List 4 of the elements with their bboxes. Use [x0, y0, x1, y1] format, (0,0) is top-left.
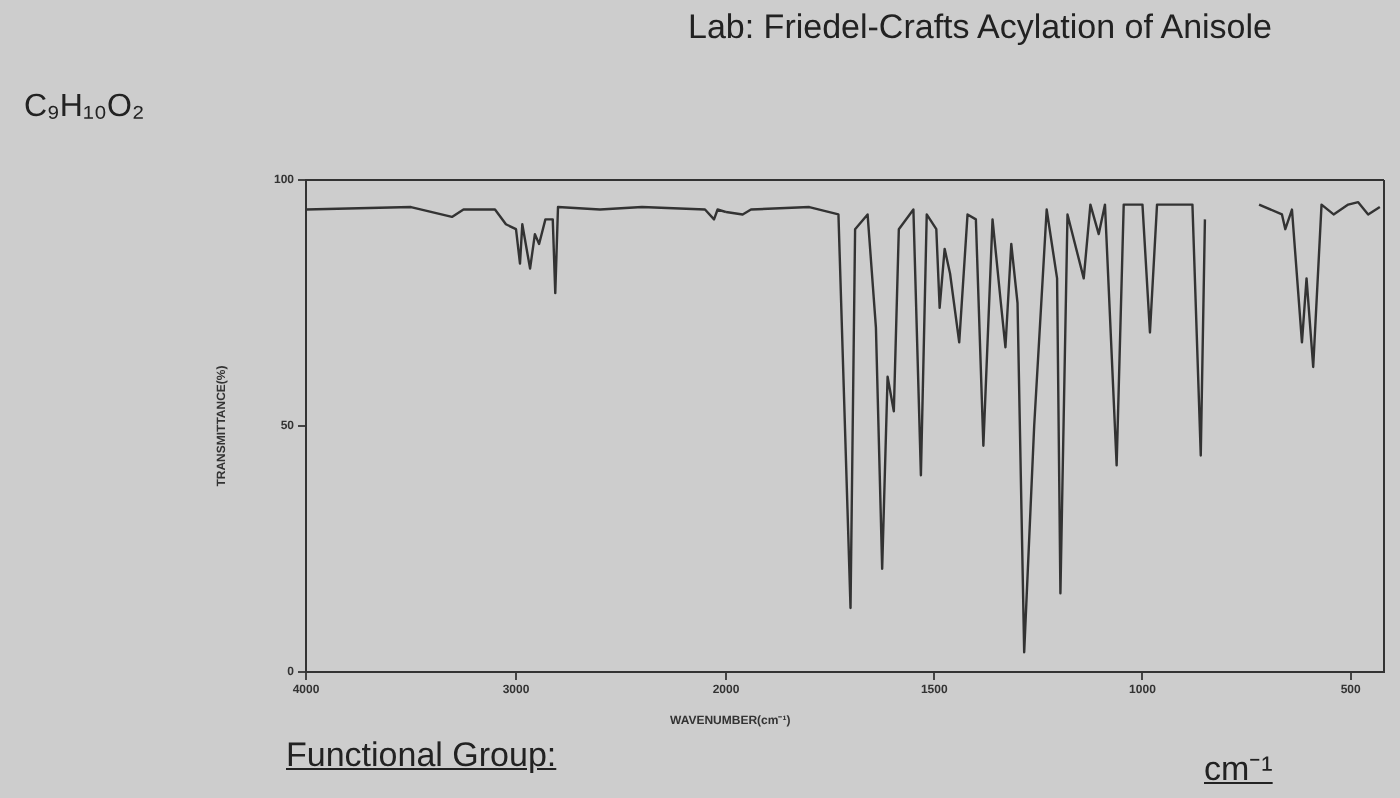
chart-title: Lab: Friedel-Crafts Acylation of Anisole	[686, 8, 1274, 48]
text: Functional Group:	[286, 736, 557, 776]
text: cm⁻¹	[1204, 748, 1273, 790]
chart-subtitle: C₉H₁₀O₂	[24, 90, 145, 126]
